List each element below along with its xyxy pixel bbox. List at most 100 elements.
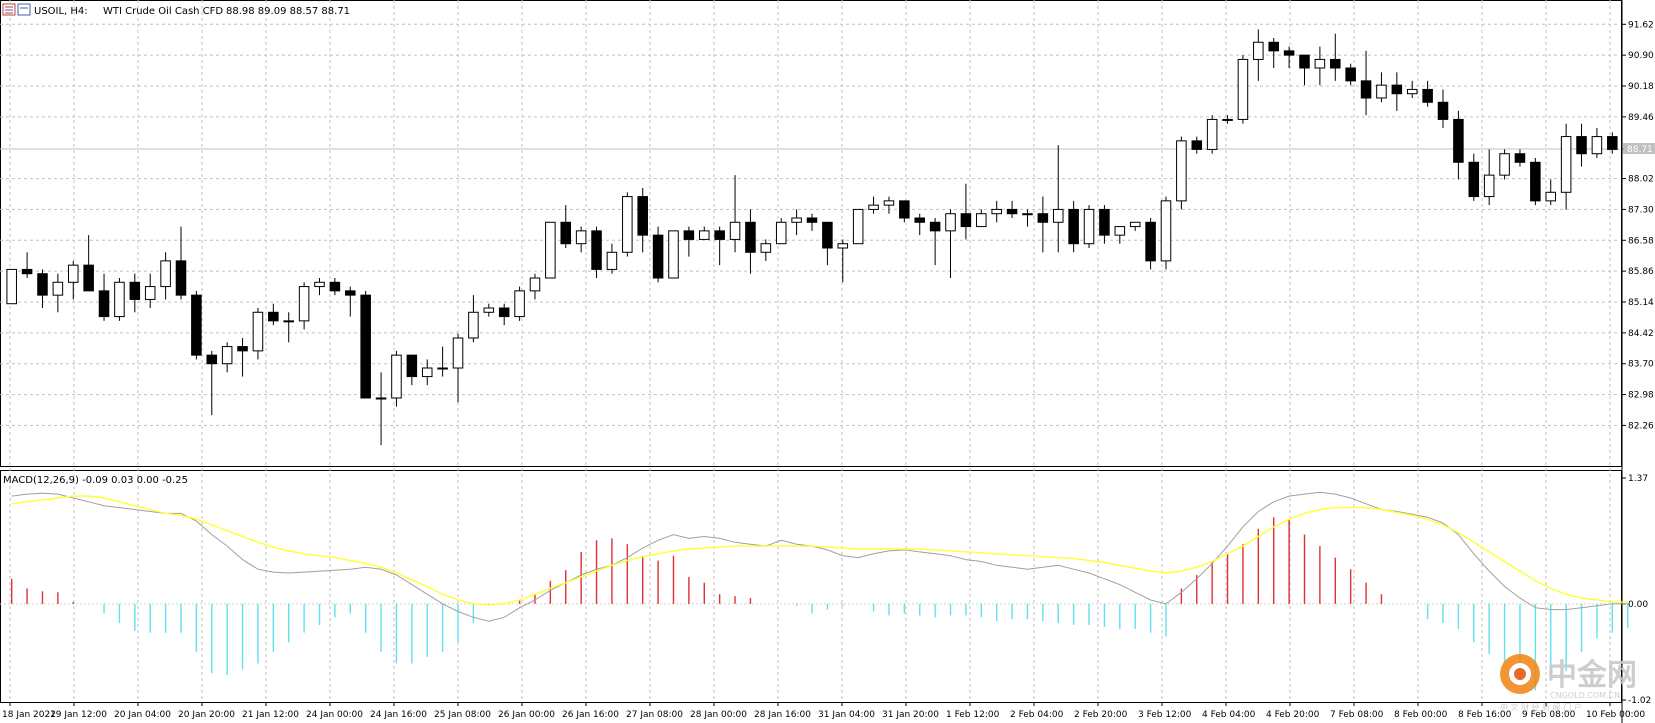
candle <box>668 230 679 279</box>
candle <box>1006 200 1018 218</box>
time-tick-label: 4 Feb 20:00 <box>1266 710 1320 720</box>
candle <box>1222 115 1233 124</box>
candle <box>929 218 941 266</box>
candle <box>329 278 341 296</box>
candle <box>806 213 818 231</box>
candle <box>83 235 94 292</box>
time-tick-label: 25 Jan 08:00 <box>434 710 491 720</box>
candle <box>1545 179 1557 206</box>
time-tick-label: 18 Jan 2022 <box>2 710 56 720</box>
candle <box>1530 158 1541 206</box>
price-tick-label: 86.58 <box>1628 236 1654 246</box>
candle <box>560 205 572 248</box>
time-tick-label: 28 Jan 00:00 <box>690 710 747 720</box>
price-tick-label: 82.26 <box>1628 421 1654 431</box>
candle <box>1345 63 1356 86</box>
candle <box>375 372 387 446</box>
candle <box>252 308 264 360</box>
instrument-description: WTI Crude Oil Cash CFD <box>103 6 223 17</box>
candle <box>637 188 648 253</box>
candle <box>1037 196 1049 253</box>
time-tick-label: 26 Jan 16:00 <box>562 710 619 720</box>
candle <box>775 218 787 245</box>
candle <box>1083 205 1095 248</box>
macd-line <box>11 491 1628 622</box>
candle <box>1376 72 1387 103</box>
candle <box>1437 89 1449 128</box>
candle <box>1145 218 1156 270</box>
macd-tick-label: 1.37 <box>1628 474 1648 484</box>
candle <box>406 354 418 386</box>
current-price-box: 88.71 <box>1623 143 1655 155</box>
candle <box>6 268 17 305</box>
chart-header: USOIL, H4: WTI Crude Oil Cash CFD 88.98 … <box>2 3 350 17</box>
candle <box>1422 80 1433 107</box>
candle <box>1514 149 1526 167</box>
candle <box>67 260 79 300</box>
candle <box>345 286 356 317</box>
candle <box>883 196 895 214</box>
price-tick-label: 85.14 <box>1628 298 1654 308</box>
watermark: 中金网 CNGOLD.COM.CN 中 文 财 经 新 闻 门 户 <box>1500 654 1637 712</box>
candle <box>237 338 248 377</box>
time-tick-label: 8 Feb 00:00 <box>1394 710 1448 720</box>
time-tick-label: 24 Jan 16:00 <box>370 710 427 720</box>
candle <box>1330 33 1341 81</box>
candle <box>545 221 556 279</box>
watermark-tagline: 中 文 财 经 新 闻 门 户 <box>1500 702 1582 712</box>
candle <box>591 226 602 278</box>
candle <box>652 226 664 283</box>
candle <box>468 295 479 343</box>
macd-pane[interactable] <box>0 470 1622 703</box>
price-axis: 91.62 90.90 90.18 89.46 88.71 88.02 87.30 86.58… <box>1622 20 1654 431</box>
candle <box>514 286 525 321</box>
candle <box>760 239 772 261</box>
price-pane[interactable] <box>0 0 1622 467</box>
candle <box>1499 149 1510 180</box>
price-tick-label: 91.62 <box>1628 20 1654 30</box>
current-price-label: 88.71 <box>1627 145 1653 155</box>
candle <box>1468 153 1480 201</box>
candle <box>98 273 110 321</box>
candle <box>1283 46 1295 68</box>
candle <box>498 303 510 326</box>
candle <box>1206 115 1218 154</box>
candle <box>1052 145 1064 253</box>
candle <box>822 221 833 266</box>
candle <box>1114 226 1126 244</box>
candle <box>1129 221 1141 231</box>
candle <box>221 342 233 373</box>
candle <box>314 278 325 296</box>
price-tick-label: 82.98 <box>1628 391 1654 401</box>
candle <box>483 303 495 317</box>
candle <box>360 290 371 399</box>
candle <box>1314 46 1326 86</box>
price-tick-label: 90.90 <box>1628 51 1654 61</box>
candle <box>960 183 972 240</box>
price-tick-label: 89.46 <box>1628 113 1654 123</box>
candle <box>1191 136 1203 154</box>
macd-tick-label: 0.00 <box>1628 600 1648 610</box>
signal-line <box>11 495 1628 606</box>
candle <box>268 303 279 326</box>
candle <box>391 350 402 407</box>
candle <box>837 239 849 283</box>
time-tick-label: 21 Jan 12:00 <box>242 710 299 720</box>
watermark-brand: 中金网 <box>1547 658 1637 693</box>
candle <box>976 209 987 228</box>
candle <box>1160 196 1172 270</box>
candle <box>698 226 710 240</box>
time-tick-label: 8 Feb 16:00 <box>1458 710 1512 720</box>
time-tick-label: 7 Feb 08:00 <box>1330 710 1384 720</box>
candle <box>1483 149 1495 206</box>
window-icon[interactable] <box>17 3 31 16</box>
time-tick-label: 20 Jan 20:00 <box>178 710 235 720</box>
time-tick-label: 9 Feb 08:00 <box>1522 710 1576 720</box>
price-tick-label: 83.70 <box>1628 360 1654 370</box>
candle <box>1099 205 1110 244</box>
candle <box>1253 29 1264 81</box>
candle <box>175 226 187 300</box>
candle <box>914 213 926 236</box>
